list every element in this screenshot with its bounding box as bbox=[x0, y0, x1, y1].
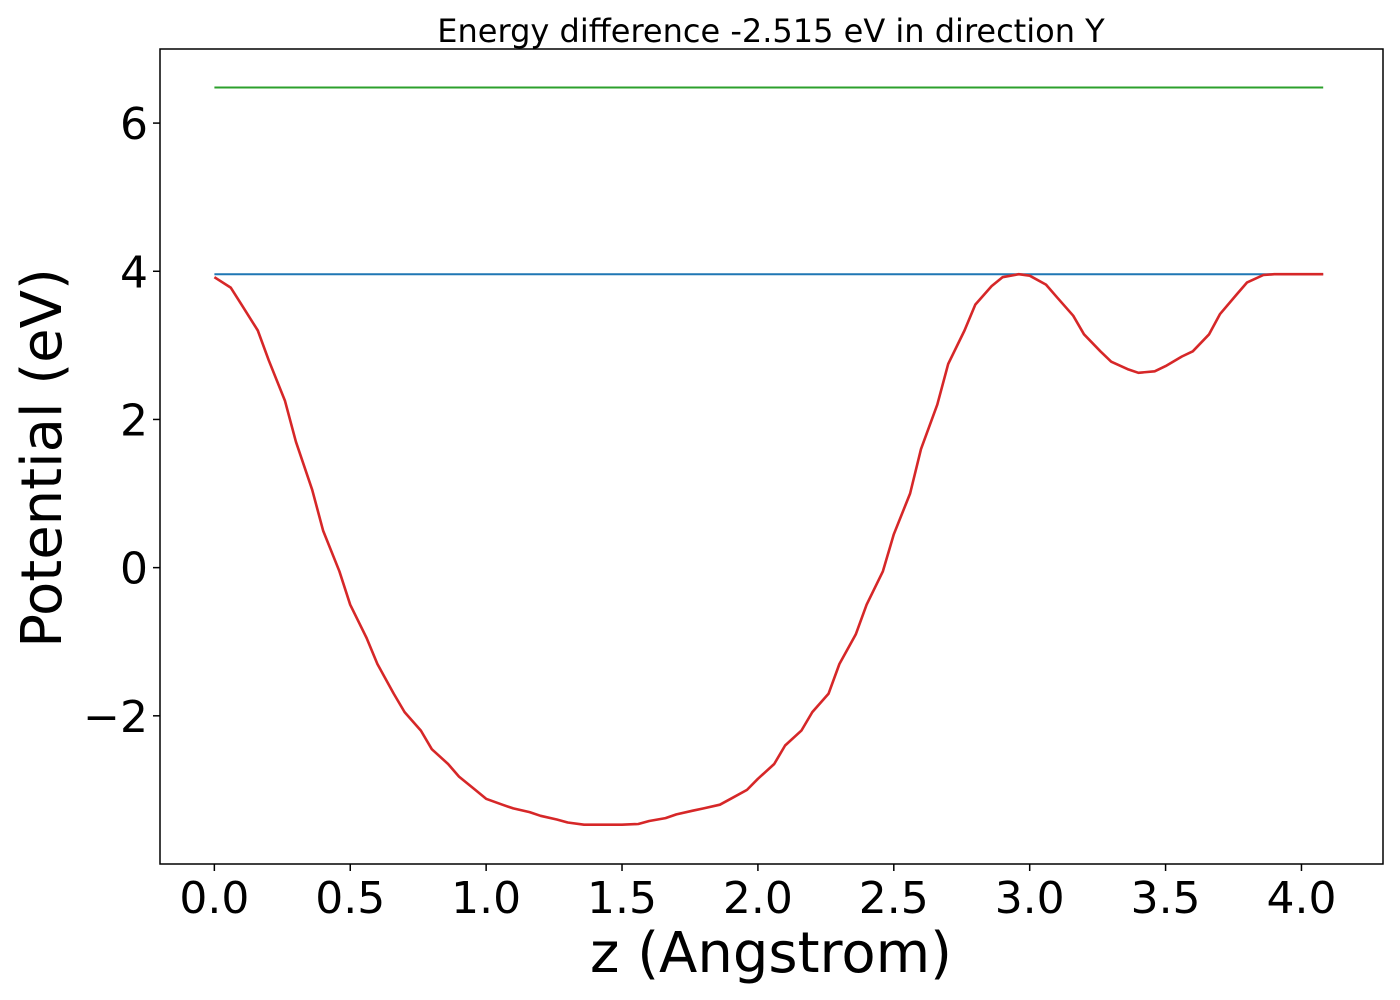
y-tick-label: 4 bbox=[120, 247, 148, 298]
series-line-3 bbox=[213, 272, 1324, 827]
x-tick-label: 1.0 bbox=[451, 873, 521, 924]
x-tick-label: 3.5 bbox=[1131, 873, 1201, 924]
x-tick-label: 1.5 bbox=[587, 873, 657, 924]
x-tick-label: 4.0 bbox=[1266, 873, 1336, 924]
x-tick-label: 2.5 bbox=[859, 873, 929, 924]
x-axis-title: z (Angstrom) bbox=[590, 921, 952, 986]
x-tick-label: 0.5 bbox=[315, 873, 385, 924]
y-tick-label: 2 bbox=[120, 395, 148, 446]
y-tick-label: 0 bbox=[120, 544, 148, 595]
y-tick-label: 6 bbox=[120, 99, 148, 150]
x-axis: 0.0 0.5 1.0 1.5 2.0 2.5 3.0 3.5 4.0 bbox=[179, 864, 1336, 924]
axes-frame bbox=[159, 48, 1384, 865]
chart-title: Energy difference -2.515 eV in direction… bbox=[437, 12, 1105, 50]
y-axis-title: Potential (eV) bbox=[10, 268, 75, 648]
x-tick-label: 0.0 bbox=[179, 873, 249, 924]
x-tick-label: 2.0 bbox=[723, 873, 793, 924]
x-tick-label: 3.0 bbox=[995, 873, 1065, 924]
plot-area bbox=[213, 86, 1324, 827]
y-axis: −2 0 2 4 6 bbox=[83, 99, 160, 743]
y-tick-label: −2 bbox=[83, 692, 148, 743]
